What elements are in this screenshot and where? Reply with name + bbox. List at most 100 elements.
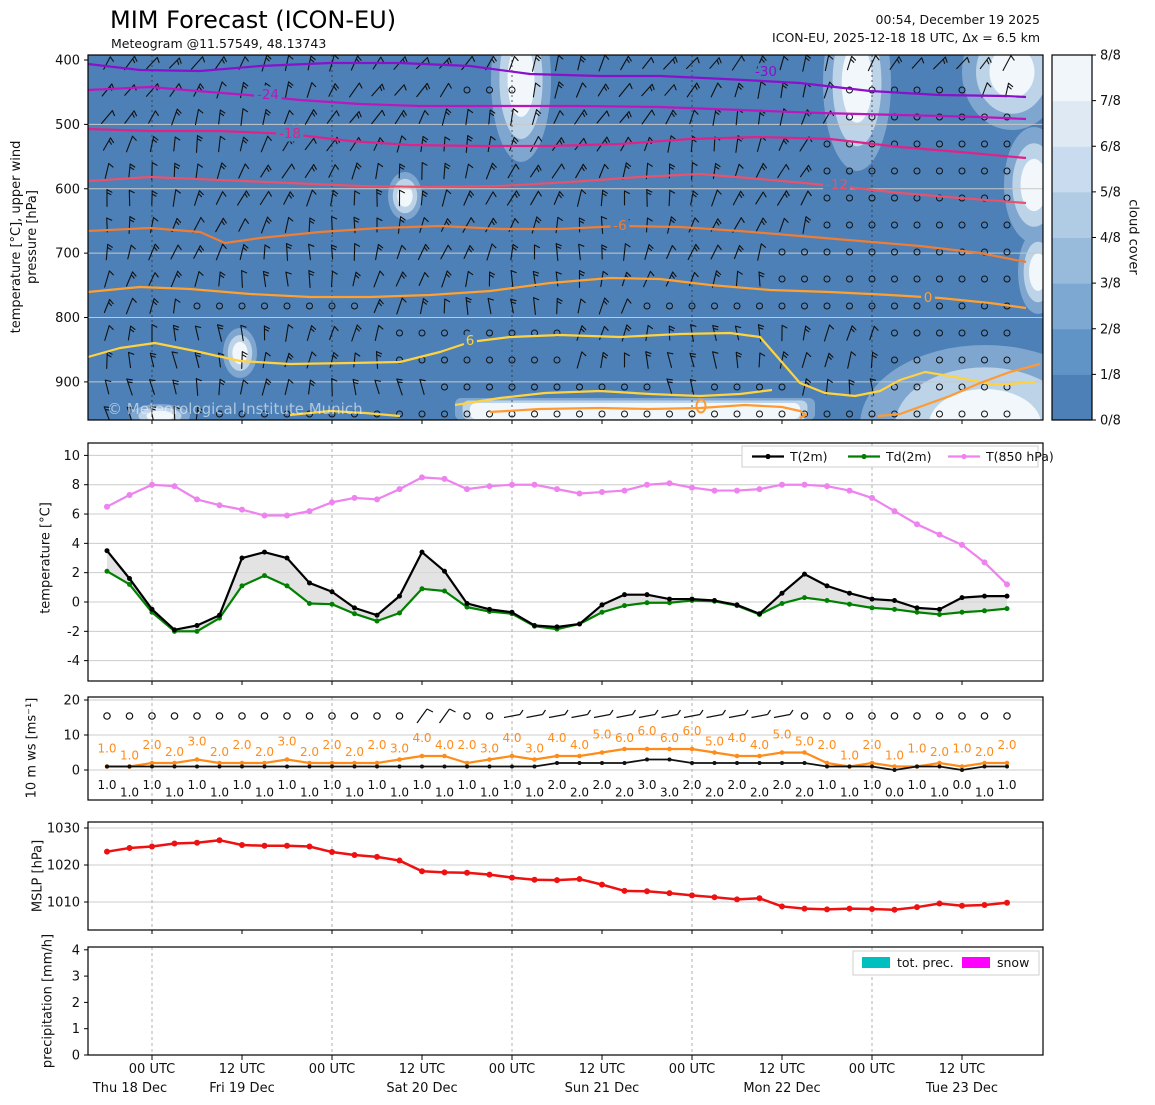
t2m-marker <box>712 598 717 604</box>
gust-value-label: 1.0 <box>885 749 904 763</box>
gust-value-label: 2.0 <box>142 738 161 752</box>
gust-marker <box>577 753 582 759</box>
calm-wind-icon <box>800 712 809 720</box>
td2m-marker <box>959 609 965 615</box>
wind-barb-icon <box>757 243 767 261</box>
temperature-contour-line <box>289 409 401 418</box>
wind-barb-icon <box>193 245 204 259</box>
cloud-patch <box>232 341 248 365</box>
t850-marker <box>486 483 493 490</box>
wind-speed-value-label: 3.0 <box>637 778 656 792</box>
temperature-contour-line <box>877 362 1041 418</box>
wind-barb-icon <box>488 109 496 125</box>
gust-value-label: 3.0 <box>390 742 409 756</box>
calm-wind-icon <box>823 140 831 148</box>
wind-speed-marker <box>780 761 784 765</box>
calm-wind-icon <box>846 248 853 256</box>
t850-marker <box>149 481 155 488</box>
calm-wind-icon <box>666 410 673 418</box>
wind-panel-border <box>87 696 1044 801</box>
wind-barb-icon <box>439 57 452 69</box>
calm-wind-icon <box>553 383 561 391</box>
mslp-marker <box>531 876 538 883</box>
wind-barb-icon <box>148 243 160 261</box>
wind-barb-icon <box>664 84 677 96</box>
gust-value-label: 2.0 <box>255 745 274 759</box>
t2m-marker <box>419 549 425 555</box>
td2m-marker <box>599 609 605 615</box>
wind-speed-marker <box>510 764 514 769</box>
temperature-legend-box <box>741 445 1039 468</box>
t850-marker <box>261 512 268 519</box>
wind-speed-value-label: 1.0 <box>930 786 949 800</box>
cloud-patch <box>929 389 1041 420</box>
wind-barb-icon <box>802 378 812 396</box>
gust-marker <box>509 753 515 759</box>
calm-wind-icon <box>441 410 448 418</box>
x-hour-label: 12 UTC <box>399 1062 445 1077</box>
wind-barb-icon <box>755 162 768 180</box>
x-day-label: Thu 18 Dec <box>92 1081 167 1096</box>
mslp-marker <box>914 904 920 911</box>
wind-barb-icon <box>374 379 381 395</box>
y-tick-label: 10 <box>63 729 80 744</box>
wind-barb-icon <box>601 244 608 260</box>
wind-barb-icon <box>237 190 250 206</box>
wind-barb-icon <box>127 325 136 341</box>
wind-barb-icon <box>485 217 497 233</box>
wind-barb-icon <box>398 163 406 179</box>
calm-wind-icon <box>666 302 673 310</box>
t2m-marker <box>329 589 335 595</box>
wind-barb-icon <box>285 271 292 287</box>
wind-barb-icon <box>847 351 857 369</box>
wind-barb-icon <box>688 217 700 233</box>
legend-label: T(850 hPa) <box>985 449 1054 464</box>
calm-wind-icon <box>486 383 493 391</box>
t850-marker <box>734 487 740 494</box>
y-tick-label: 1030 <box>47 822 80 837</box>
wind-speed-marker <box>330 764 334 769</box>
wind-barb-icon <box>218 135 226 153</box>
calm-wind-icon <box>823 410 831 418</box>
gust-value-label: 2.0 <box>165 745 184 759</box>
calm-wind-icon <box>823 221 831 229</box>
wind-barb-icon <box>375 243 384 261</box>
gust-value-label: 4.0 <box>412 731 431 745</box>
mslp-marker <box>621 887 628 894</box>
mslp-marker <box>959 902 965 909</box>
wind-barb-icon <box>506 190 520 206</box>
t850-marker <box>419 474 425 481</box>
wind-barb-icon <box>666 245 677 259</box>
wind-barb-icon <box>552 137 565 151</box>
calm-wind-icon <box>936 167 943 175</box>
gust-marker <box>172 760 177 766</box>
wind-barb-icon <box>465 297 472 315</box>
gust-marker <box>937 760 942 766</box>
wind-barb-icon <box>779 55 789 71</box>
wind-barb-icon <box>576 189 587 207</box>
wind-barb-icon <box>663 56 678 70</box>
calm-wind-icon <box>733 302 741 310</box>
calm-wind-icon <box>936 329 943 337</box>
t850-marker <box>509 481 515 488</box>
wind-barb-icon <box>353 352 361 368</box>
t850-marker <box>621 487 628 494</box>
calm-wind-icon <box>1003 140 1011 148</box>
wind-barb-icon <box>330 244 338 260</box>
calm-wind-icon <box>576 410 583 418</box>
x-hour-label: 00 UTC <box>489 1062 535 1077</box>
mslp-marker <box>576 876 583 883</box>
wind-barb-icon <box>623 352 630 368</box>
calm-wind-icon <box>463 329 471 337</box>
wind-barb-icon <box>101 110 116 124</box>
wind-barb-icon <box>510 270 517 288</box>
calm-wind-icon <box>846 275 853 283</box>
temperature-contour-line <box>88 276 1027 310</box>
wind-barb-icon <box>306 325 317 341</box>
t2m-marker <box>397 593 402 599</box>
gust-value-label: 4.0 <box>547 731 566 745</box>
wind-speed-marker <box>397 764 402 769</box>
wind-speed-marker <box>600 761 604 765</box>
wind-barb-icon <box>419 297 429 315</box>
t850-marker <box>306 508 313 515</box>
